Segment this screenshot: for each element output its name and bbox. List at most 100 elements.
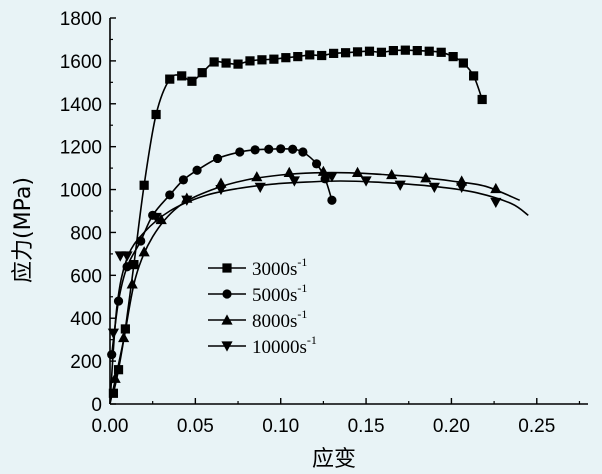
data-point <box>386 168 398 180</box>
legend-marker <box>222 289 232 299</box>
series-layer <box>107 45 529 405</box>
y-tick-label: 1800 <box>60 9 102 30</box>
data-point <box>197 68 207 78</box>
data-point <box>181 195 193 206</box>
data-point <box>490 182 502 194</box>
data-point <box>165 190 175 200</box>
data-point <box>420 172 432 183</box>
data-point <box>187 76 197 86</box>
data-point <box>317 165 329 176</box>
data-point <box>469 71 479 81</box>
y-tick-label: 800 <box>70 223 102 244</box>
legend-item: 10000s-1 <box>208 333 317 358</box>
data-point <box>360 176 372 187</box>
data-point <box>257 55 267 65</box>
data-point <box>113 365 124 375</box>
data-point <box>288 176 300 187</box>
x-tick-label: 0.20 <box>433 416 470 437</box>
legend-marker <box>221 341 233 352</box>
data-point <box>329 48 339 58</box>
data-point <box>150 212 162 224</box>
y-tick-label: 1000 <box>60 181 102 202</box>
data-point <box>178 175 189 185</box>
data-point <box>126 278 138 289</box>
legend-item: 8000s-1 <box>208 307 307 332</box>
series-line <box>109 180 529 405</box>
data-point <box>394 180 406 191</box>
data-point <box>215 184 227 196</box>
data-point <box>351 166 364 177</box>
y-tick-label: 600 <box>70 266 102 287</box>
legend-label: 10000s-1 <box>252 333 317 358</box>
data-point <box>376 47 387 57</box>
data-point <box>327 195 337 205</box>
y-tick-label: 200 <box>70 352 102 373</box>
data-point <box>113 296 124 306</box>
data-point <box>490 197 502 209</box>
legend-item: 3000s-1 <box>208 255 307 280</box>
data-point <box>233 59 243 69</box>
data-point <box>269 54 279 64</box>
data-point <box>298 147 308 157</box>
data-point <box>283 166 295 177</box>
data-point <box>109 372 121 383</box>
data-point <box>326 172 338 183</box>
y-tick-label: 1600 <box>60 52 102 73</box>
data-point <box>436 47 446 57</box>
data-point <box>129 260 139 270</box>
x-tick-label: 0.10 <box>262 416 299 437</box>
y-tick-label: 400 <box>70 309 102 330</box>
data-point <box>317 50 327 61</box>
data-point <box>139 180 149 190</box>
y-tick-label: 0 <box>91 395 102 416</box>
y-tick-label: 1200 <box>60 138 102 159</box>
data-point <box>151 109 161 120</box>
data-point <box>293 52 303 62</box>
data-point <box>340 48 351 58</box>
data-point <box>311 159 322 169</box>
data-point <box>251 171 263 182</box>
data-point <box>456 182 468 194</box>
data-point <box>388 45 398 56</box>
data-point <box>138 246 150 257</box>
x-tick-label: 0.25 <box>518 416 555 437</box>
x-tick-label: 0.00 <box>92 416 129 437</box>
legend-item: 5000s-1 <box>208 281 307 306</box>
data-point <box>448 52 458 62</box>
legend-marker <box>221 314 233 325</box>
data-point <box>108 388 119 398</box>
data-point <box>428 182 440 194</box>
data-point <box>155 213 167 225</box>
data-point <box>264 144 274 154</box>
data-point <box>288 144 298 154</box>
data-point <box>276 144 286 154</box>
data-point <box>400 45 410 55</box>
data-point <box>477 94 487 105</box>
data-point <box>212 153 223 164</box>
data-point <box>192 165 202 175</box>
data-point <box>254 182 266 194</box>
x-tick-label: 0.05 <box>177 416 214 437</box>
y-tick-label: 1400 <box>60 95 102 116</box>
legend-label: 3000s-1 <box>252 255 307 280</box>
data-point <box>118 331 130 343</box>
data-point <box>412 45 422 56</box>
data-point <box>458 58 468 68</box>
data-point <box>107 350 117 360</box>
data-point <box>364 46 375 56</box>
data-point <box>221 58 231 68</box>
x-tick-label: 0.15 <box>348 416 385 437</box>
data-point <box>177 71 187 81</box>
data-point <box>245 56 255 66</box>
data-point <box>281 53 291 63</box>
legend-marker <box>222 263 232 273</box>
x-axis-title: 应变 <box>312 447 356 472</box>
data-point <box>250 145 260 155</box>
y-axis-title: 应力(MPa) <box>11 177 36 283</box>
legend-label: 8000s-1 <box>252 307 307 332</box>
data-point <box>121 251 133 262</box>
legend-label: 5000s-1 <box>252 281 307 306</box>
data-point <box>235 147 245 157</box>
